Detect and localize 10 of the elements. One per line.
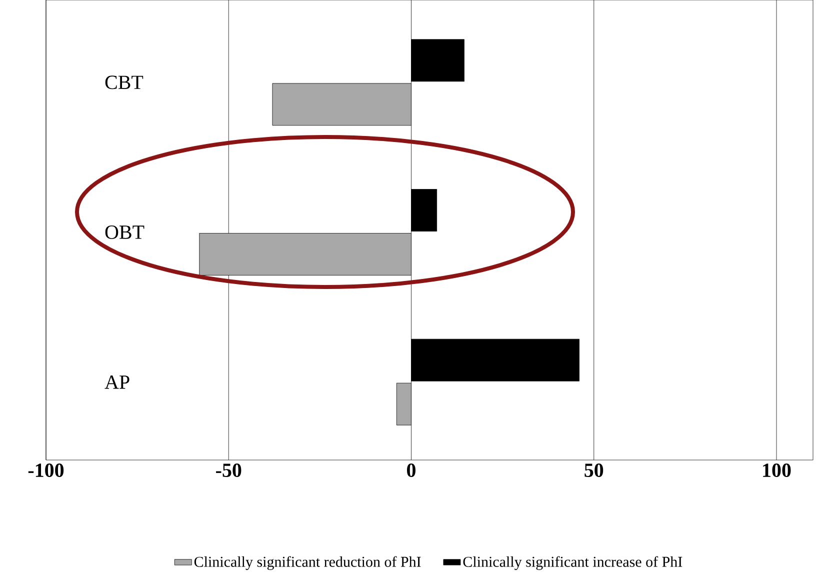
x-tick-label: -50 [216,464,242,478]
y-tick-label: CBT [105,76,144,90]
x-tick-label: 0 [407,464,416,478]
legend-label: Clinically significant reduction of PhI [194,556,421,570]
x-tick-label: 100 [763,464,791,478]
legend-label: Clinically significant increase of PhI [463,556,682,570]
y-tick-label: AP [104,375,130,389]
x-tick-label: -100 [28,464,64,478]
y-tick-label: OBT [105,226,144,239]
x-tick-label: 50 [584,464,604,478]
